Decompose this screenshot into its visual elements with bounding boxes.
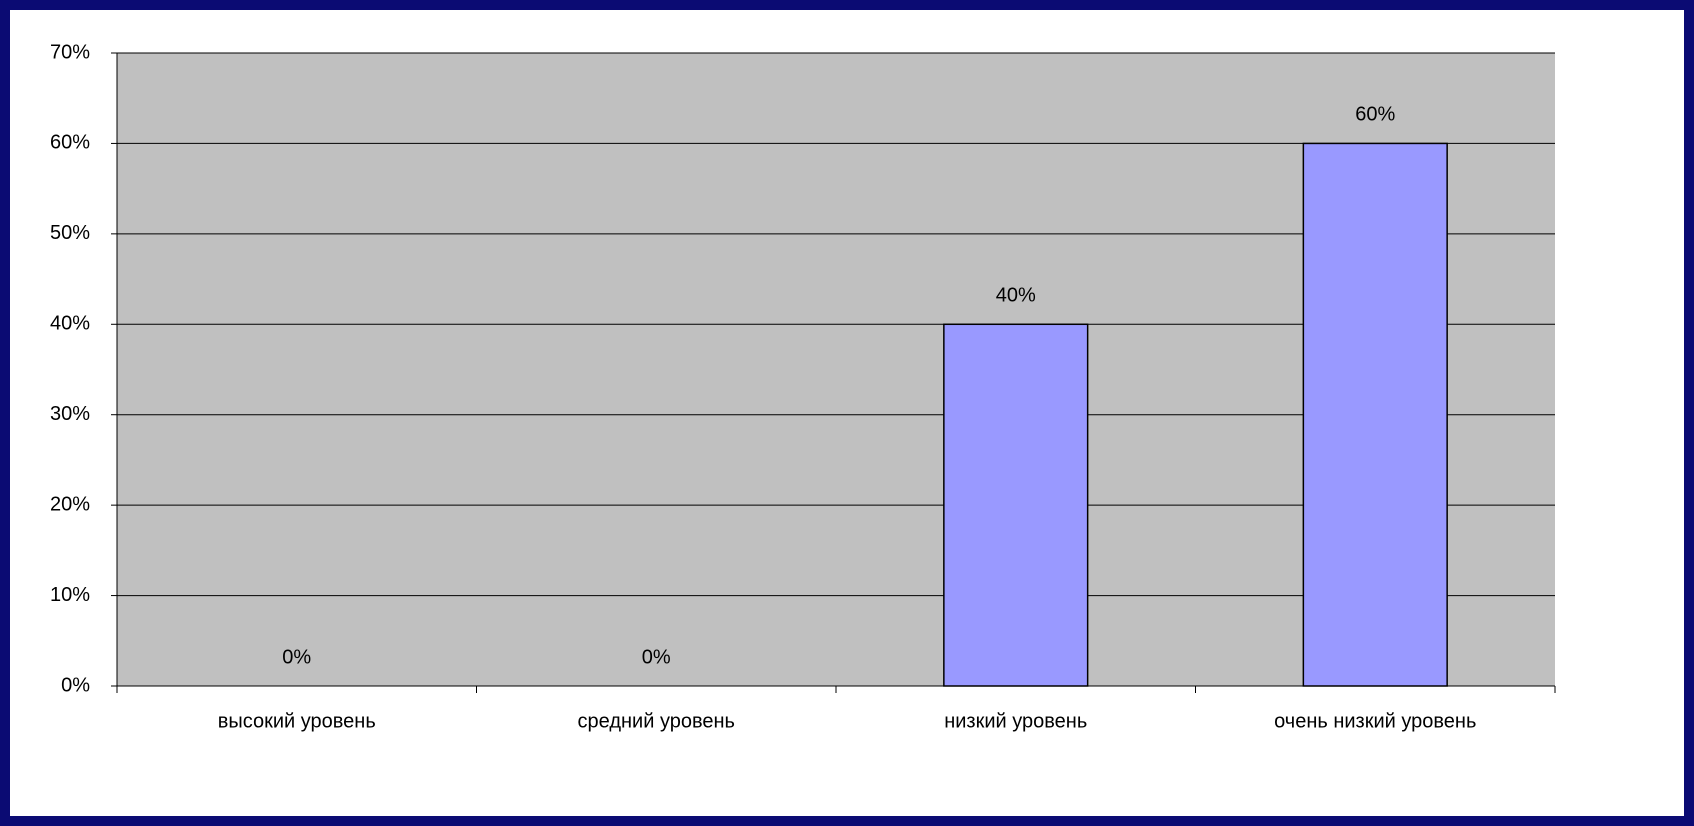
data-label: 60% [1355, 104, 1395, 126]
data-label: 0% [642, 646, 671, 668]
y-tick-label: 10% [50, 584, 90, 606]
x-tick-label: средний уровень [578, 710, 735, 732]
x-tick-label: высокий уровень [218, 710, 376, 732]
y-tick-label: 70% [50, 41, 90, 63]
x-tick-label: очень низкий уровень [1274, 710, 1476, 732]
y-tick-label: 40% [50, 313, 90, 335]
bar [943, 323, 1089, 687]
bar [1302, 142, 1448, 687]
y-tick-label: 60% [50, 132, 90, 154]
data-label: 40% [996, 285, 1036, 307]
x-tick-label: низкий уровень [944, 710, 1087, 732]
y-tick-label: 50% [50, 222, 90, 244]
y-tick-label: 30% [50, 403, 90, 425]
y-tick-label: 20% [50, 493, 90, 515]
data-label: 0% [282, 646, 311, 668]
y-tick-label: 0% [61, 674, 90, 696]
